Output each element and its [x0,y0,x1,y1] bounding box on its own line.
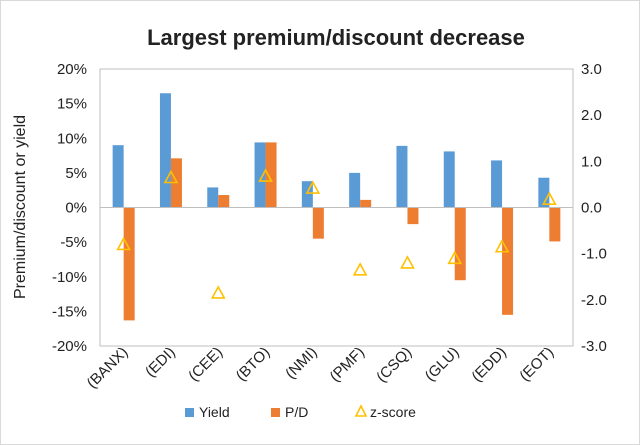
y-axis-label: Premium/discount or yield [12,115,29,299]
category-label: (BANX) [84,344,132,392]
left-tick-label: 20% [57,61,87,78]
right-tick-label: 0.0 [581,200,602,217]
left-tick-label: 15% [57,96,87,113]
category-label: (PMF) [327,344,368,385]
category-label: (EDI) [142,344,179,381]
left-tick-label: -15% [52,303,87,320]
zscore-marker-bto [258,168,273,182]
right-tick-label: -3.0 [581,338,607,355]
left-tick-label: -10% [52,269,87,286]
zscore-marker-nmi [305,180,321,194]
zscore-marker-pmf [352,262,368,276]
bar-yield-edd [491,160,503,208]
bar-yield-pmf [349,172,361,208]
bar-yield-banx [112,145,124,208]
bar-pd-csq [407,207,419,225]
bar-pd-eot [549,207,561,242]
bar-yield-edi [159,93,171,208]
left-tick-label: -20% [52,338,87,355]
plot-area: 20% 15% 10% 5% 0% -5% -10% -15% -20% 3.0 2.0 1.0 0.0… [52,61,607,392]
right-tick-label: 3.0 [581,61,602,78]
category-label: (GLU) [422,344,463,385]
left-tick-label: 5% [65,165,87,182]
zscore-marker-cee [210,285,226,299]
zscore-marker-glu [447,250,463,265]
category-label: (NMI) [282,344,321,383]
category-label: (EOT) [516,344,557,385]
right-tick-label: -1.0 [581,246,607,263]
left-tick-label: -5% [60,234,87,251]
bar-pd-banx [123,207,135,321]
bar-yield-eot [538,177,550,208]
right-tick-label: 1.0 [581,153,602,170]
bar-pd-bto [265,142,277,208]
bar-yield-bto [254,142,266,208]
left-tick-label: 0% [65,200,87,217]
category-label: (CSQ) [373,344,415,386]
bar-yield-cee [207,187,219,208]
bar-pd-glu [454,207,466,281]
legend-label: P/D [285,404,308,420]
bar-pd-cee [218,195,230,208]
bar-pd-nmi [312,207,324,239]
bar-yield-nmi [301,181,313,208]
legend-label: Yield [199,404,230,420]
legend-label: z-score [370,404,416,420]
left-tick-label: 10% [57,130,87,147]
chart-title: Largest premium/discount decrease [147,25,525,50]
legend-swatch-yield [185,408,194,417]
right-tick-label: 2.0 [581,107,602,124]
bar-pd-edd [502,207,514,315]
legend: Yield P/D z-score [185,404,416,420]
category-label: (EDD) [468,344,509,385]
legend-swatch-zscore [354,404,368,417]
zscore-marker-csq [400,255,415,269]
zscore-marker-banx [116,236,131,251]
legend-swatch-pd [271,408,280,417]
category-label: (BTO) [233,344,274,385]
bar-yield-csq [396,145,408,208]
zscore-marker-edi [163,169,179,184]
zscore-marker-eot [542,191,557,205]
bar-pd-pmf [360,199,372,208]
category-label: (CEE) [185,344,226,385]
right-tick-label: -2.0 [581,292,607,309]
bar-yield-glu [443,151,455,208]
zscore-marker-edd [494,239,510,253]
